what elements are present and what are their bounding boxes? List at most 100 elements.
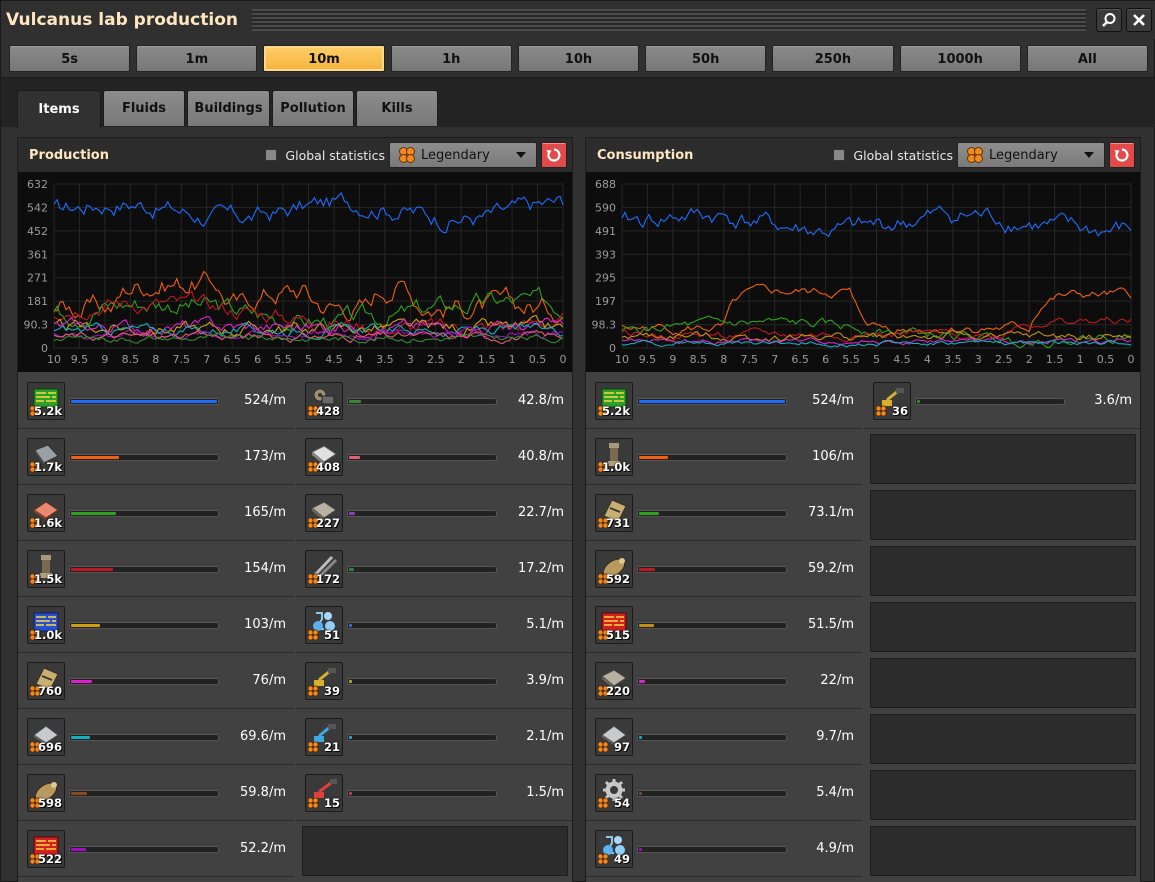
item-count: 49 [613, 852, 630, 866]
legendary-quality-icon [307, 797, 319, 809]
electronic-circuit-red-icon[interactable]: 522 [27, 830, 65, 868]
list-item[interactable]: 5.2k 524/m [586, 374, 862, 429]
list-item[interactable]: 522 52.2/m [18, 822, 294, 877]
time-button-50h[interactable]: 50h [645, 45, 767, 72]
list-item[interactable]: 760 76/m [18, 654, 294, 709]
cannon-shell-icon[interactable]: 592 [595, 550, 633, 588]
processing-unit-icon[interactable]: 5.2k [595, 382, 633, 420]
time-button-all[interactable]: All [1026, 45, 1148, 72]
list-item[interactable]: 54 5.4/m [586, 766, 862, 821]
global-statistics-checkbox[interactable] [265, 149, 278, 161]
drag-handle[interactable] [251, 9, 1086, 31]
list-item[interactable]: 598 59.8/m [18, 766, 294, 821]
empty-slot [302, 826, 568, 876]
list-item[interactable]: 731 73.1/m [586, 486, 862, 541]
list-item[interactable]: 428 42.8/m [296, 374, 572, 429]
list-item[interactable]: 408 40.8/m [296, 430, 572, 485]
global-statistics-toggle[interactable]: Global statistics [833, 148, 953, 163]
list-item[interactable]: 39 3.9/m [296, 654, 572, 709]
production-graph[interactable]: 632 542 452 361 271 181 90.3 0 10 9.5 9 8.5 8 7.5 7 6.5… [18, 172, 572, 372]
y-tick-label: 491 [595, 225, 616, 238]
iron-plate-icon[interactable]: 696 [27, 718, 65, 756]
tungsten-carbide-icon[interactable]: 760 [27, 662, 65, 700]
tab-kills[interactable]: Kills [356, 90, 438, 126]
time-button-1000h[interactable]: 1000h [899, 45, 1021, 72]
list-item[interactable]: 227 22.7/m [296, 486, 572, 541]
tab-pollution[interactable]: Pollution [272, 90, 354, 126]
time-button-1h[interactable]: 1h [390, 45, 512, 72]
stone-brick-icon[interactable]: 227 [305, 494, 343, 532]
time-button-5s[interactable]: 5s [9, 45, 131, 72]
list-item[interactable]: 1.0k 106/m [586, 430, 862, 485]
item-count: 515 [605, 628, 630, 642]
title-bar[interactable]: Vulcanus lab production [1, 1, 1155, 39]
item-art [33, 388, 59, 408]
list-item[interactable]: 49 4.9/m [586, 822, 862, 877]
quality-dropdown[interactable]: Legendary [389, 142, 537, 168]
stone-brick-icon[interactable]: 220 [595, 662, 633, 700]
reset-button[interactable] [1109, 142, 1135, 168]
steel-plate-icon[interactable]: 408 [305, 438, 343, 476]
inserter-icon[interactable]: 39 [305, 662, 343, 700]
x-tick-label: 5 [873, 353, 880, 366]
list-item[interactable]: 36 3.6/m [864, 374, 1140, 429]
global-statistics-toggle[interactable]: Global statistics [265, 148, 385, 163]
list-item[interactable]: 5.2k 524/m [18, 374, 294, 429]
global-statistics-checkbox[interactable] [833, 149, 846, 161]
science-pack-icon[interactable]: 49 [595, 830, 633, 868]
iron-stick-icon[interactable]: 172 [305, 550, 343, 588]
tungsten-plate-icon[interactable]: 1.7k [27, 438, 65, 476]
copper-plate-icon[interactable]: 1.6k [27, 494, 65, 532]
search-icon [1102, 13, 1116, 27]
inserter-icon[interactable]: 36 [873, 382, 911, 420]
x-tick-label: 0.5 [529, 353, 547, 366]
list-item[interactable]: 1.6k 165/m [18, 486, 294, 541]
list-item[interactable]: 1.7k 173/m [18, 430, 294, 485]
series-line [621, 283, 1132, 336]
time-button-1m[interactable]: 1m [136, 45, 258, 72]
list-item[interactable]: 592 59.2/m [586, 542, 862, 597]
list-item[interactable]: 696 69.6/m [18, 710, 294, 765]
engine-unit-icon[interactable]: 428 [305, 382, 343, 420]
list-item[interactable]: 172 17.2/m [296, 542, 572, 597]
legendary-quality-icon [307, 517, 319, 529]
list-item[interactable]: 515 51.5/m [586, 598, 862, 653]
list-item[interactable]: 51 5.1/m [296, 598, 572, 653]
iron-plate-icon[interactable]: 97 [595, 718, 633, 756]
processing-unit-icon[interactable]: 5.2k [27, 382, 65, 420]
list-item[interactable]: 21 2.1/m [296, 710, 572, 765]
time-button-10m[interactable]: 10m [263, 45, 385, 72]
list-item[interactable]: 15 1.5/m [296, 766, 572, 821]
tab-items[interactable]: Items [17, 90, 101, 128]
tab-fluids[interactable]: Fluids [103, 90, 185, 126]
item-rate: 1.5/m [526, 785, 564, 800]
search-button[interactable] [1096, 8, 1122, 32]
item-rate: 524/m [812, 393, 854, 408]
long-inserter-icon[interactable]: 15 [305, 774, 343, 812]
fast-inserter-icon[interactable]: 21 [305, 718, 343, 756]
list-item[interactable]: 1.5k 154/m [18, 542, 294, 597]
advanced-circuit-icon[interactable]: 1.0k [27, 606, 65, 644]
time-button-250h[interactable]: 250h [772, 45, 894, 72]
science-pack-icon[interactable]: 51 [305, 606, 343, 644]
list-item[interactable]: 97 9.7/m [586, 710, 862, 765]
quality-dropdown[interactable]: Legendary [957, 142, 1105, 168]
consumption-panel: Consumption Global statistics Legendary [585, 137, 1141, 882]
close-button[interactable] [1126, 8, 1152, 32]
item-rate: 59.2/m [808, 561, 854, 576]
rate-bar [637, 734, 787, 741]
list-item[interactable]: 220 22/m [586, 654, 862, 709]
consumption-graph[interactable]: 688 590 491 393 295 197 98.3 0 10 9.5 9 8.5 8 7.5 7 6.5… [586, 172, 1140, 372]
legendary-quality-icon [399, 147, 415, 163]
pipe-icon[interactable]: 1.5k [27, 550, 65, 588]
time-button-10h[interactable]: 10h [517, 45, 640, 72]
tab-buildings[interactable]: Buildings [187, 90, 270, 126]
list-item[interactable]: 1.0k 103/m [18, 598, 294, 653]
gear-icon[interactable]: 54 [595, 774, 633, 812]
pipe-icon[interactable]: 1.0k [595, 438, 633, 476]
item-art [601, 388, 627, 408]
reset-button[interactable] [541, 142, 567, 168]
tungsten-carbide-icon[interactable]: 731 [595, 494, 633, 532]
electronic-circuit-red-icon[interactable]: 515 [595, 606, 633, 644]
cannon-shell-icon[interactable]: 598 [27, 774, 65, 812]
